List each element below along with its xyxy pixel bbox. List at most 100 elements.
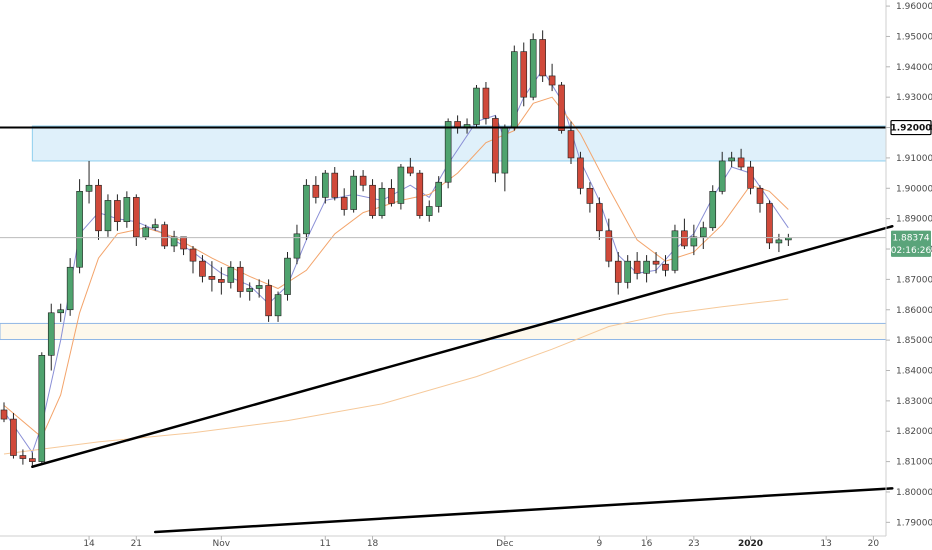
candle-body	[142, 227, 150, 238]
candle-body	[681, 230, 688, 247]
price-tick-label: 1.87000	[896, 275, 932, 285]
candle	[690, 224, 698, 256]
candle-body	[577, 157, 584, 189]
candle-body	[510, 51, 518, 128]
candle-body	[180, 236, 187, 250]
time-tick-label: 2020	[738, 539, 763, 549]
candle-body	[662, 263, 669, 271]
candle	[614, 252, 622, 295]
candle-body	[643, 260, 650, 274]
price-tick-label: 1.94000	[896, 63, 932, 73]
candle-body	[321, 172, 329, 198]
time-tick-label: 20	[868, 539, 880, 549]
candle	[548, 63, 556, 92]
price-tick-label: 1.79000	[896, 518, 932, 528]
candle-body	[293, 233, 301, 259]
price-tick-label: 1.82000	[896, 427, 932, 437]
candle	[671, 224, 679, 274]
candle	[0, 402, 8, 423]
candle-body	[558, 84, 565, 131]
candle-body	[350, 175, 357, 210]
time-tick-label: 18	[367, 539, 379, 549]
candle	[766, 200, 773, 250]
trendline-3	[153, 487, 894, 534]
candle	[416, 170, 424, 219]
candle	[425, 200, 433, 222]
candle	[218, 267, 225, 295]
candle-body	[718, 160, 726, 192]
candle	[747, 160, 754, 195]
candle-body	[19, 455, 27, 459]
candle-body	[747, 166, 754, 189]
candle-body	[520, 51, 528, 98]
zone-rect-0	[31, 125, 887, 162]
candle	[331, 167, 339, 201]
drawn-lines	[0, 126, 894, 534]
candle	[492, 115, 499, 183]
candle-body	[369, 184, 376, 216]
candle-body	[548, 75, 556, 86]
time-axis[interactable]: 14 21 Nov 11 18 Dec 9 16 23 2020 13 20	[83, 536, 879, 549]
candle-body	[756, 187, 764, 204]
time-tick-label: 9	[596, 539, 602, 549]
candle	[596, 197, 603, 240]
candle	[10, 413, 17, 459]
candle	[577, 151, 584, 195]
candle-body	[492, 118, 499, 174]
candle-body	[378, 187, 386, 216]
candle	[652, 252, 660, 274]
time-tick-label: 11	[320, 539, 331, 549]
candle-body	[255, 285, 263, 289]
candle-body	[133, 197, 140, 238]
price-tags: 1.92000 1.88374 02:16:26	[890, 119, 932, 257]
candle	[123, 191, 131, 228]
candle	[633, 252, 641, 280]
candle-body	[614, 260, 622, 283]
candle	[293, 224, 301, 265]
candle	[558, 81, 565, 134]
candle-body	[76, 191, 83, 268]
candle-body	[227, 266, 235, 283]
candle-body	[596, 203, 603, 232]
candle-body	[47, 312, 55, 356]
candle	[246, 282, 253, 301]
candle	[369, 179, 376, 219]
candle-body	[425, 206, 433, 216]
candle	[85, 160, 93, 204]
price-tick-label: 1.95000	[896, 32, 932, 42]
candle	[473, 85, 480, 128]
candle-body	[633, 260, 641, 274]
candle-body	[170, 236, 178, 247]
candle-body	[0, 409, 8, 420]
candle	[699, 221, 707, 250]
candle	[359, 170, 367, 192]
candle	[227, 261, 235, 289]
candle-body	[652, 260, 660, 265]
candle-body	[10, 418, 17, 456]
candle-body	[388, 187, 395, 204]
candle	[709, 185, 717, 231]
candle-body	[539, 39, 546, 77]
candle-body	[57, 309, 65, 314]
time-tick-label: Dec	[496, 539, 513, 549]
candle-body	[274, 294, 282, 317]
price-tick-label: 1.81000	[896, 458, 932, 468]
candle	[378, 182, 386, 219]
price-tag-label: 02:16:26	[891, 246, 932, 256]
candle-body	[501, 127, 509, 174]
candle	[236, 261, 244, 298]
candle-body	[690, 236, 698, 247]
time-tick-label: 14	[83, 539, 95, 549]
candle	[208, 261, 216, 292]
candle-body	[624, 260, 632, 283]
time-tick-label: 13	[820, 539, 831, 549]
candle	[170, 230, 178, 253]
candle	[66, 258, 74, 316]
candle-body	[407, 166, 414, 174]
candle-body	[775, 239, 783, 244]
candle	[444, 118, 452, 189]
candle	[520, 42, 528, 107]
candle-body	[85, 184, 93, 192]
